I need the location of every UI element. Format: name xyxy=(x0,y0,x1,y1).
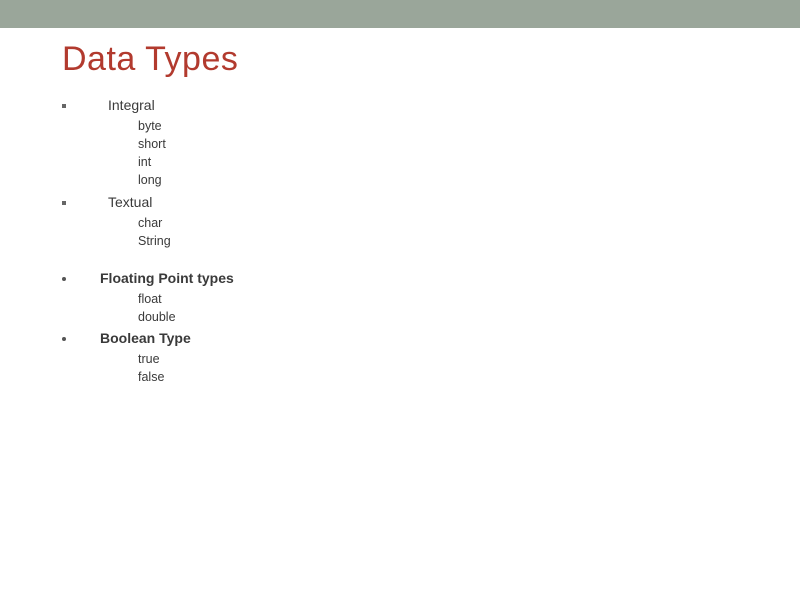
list-item: char xyxy=(138,214,800,232)
list-item: true xyxy=(138,350,800,368)
subitems-textual: char String xyxy=(138,214,800,250)
subitems-floating: float double xyxy=(138,290,800,326)
page-title: Data Types xyxy=(62,40,800,79)
spacer xyxy=(62,254,800,268)
bullet-icon xyxy=(62,337,66,341)
slide-content: Data Types Integral byte short int long … xyxy=(0,28,800,386)
top-bar xyxy=(0,0,800,28)
subitems-boolean: true false xyxy=(138,350,800,386)
category-boolean: Boolean Type xyxy=(62,330,800,346)
list-item: short xyxy=(138,135,800,153)
category-integral: Integral xyxy=(62,97,800,113)
list-item: String xyxy=(138,232,800,250)
category-label: Integral xyxy=(108,97,155,113)
category-textual: Textual xyxy=(62,194,800,210)
list-item: float xyxy=(138,290,800,308)
list-item: int xyxy=(138,153,800,171)
subitems-integral: byte short int long xyxy=(138,117,800,190)
category-label: Floating Point types xyxy=(100,270,234,286)
category-label: Textual xyxy=(108,194,152,210)
list-item: byte xyxy=(138,117,800,135)
bullet-icon xyxy=(62,277,66,281)
list-item: long xyxy=(138,171,800,189)
list-item: double xyxy=(138,308,800,326)
category-label: Boolean Type xyxy=(100,330,191,346)
category-list: Integral byte short int long Textual cha… xyxy=(62,97,800,386)
bullet-icon xyxy=(62,104,66,108)
category-floating: Floating Point types xyxy=(62,270,800,286)
list-item: false xyxy=(138,368,800,386)
bullet-icon xyxy=(62,201,66,205)
